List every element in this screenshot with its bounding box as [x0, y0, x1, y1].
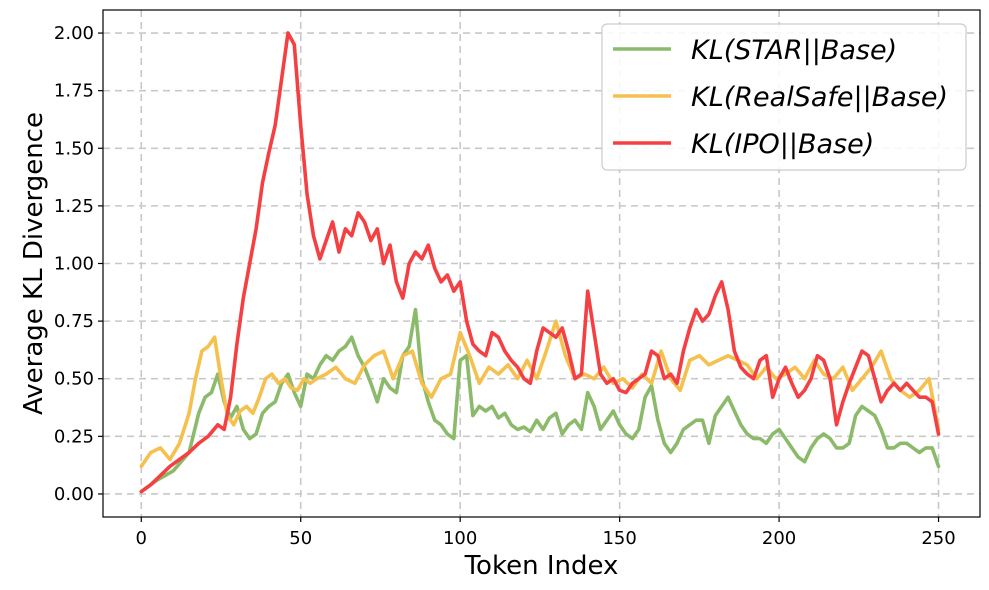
x-tick-label: 150 [602, 528, 636, 549]
y-tick-label: 0.75 [54, 311, 94, 332]
x-tick-label: 50 [289, 528, 312, 549]
x-tick-label: 100 [443, 528, 477, 549]
axis-ticks: 0 50 100 150 200 250 0.00 0.25 0.50 0.75 1.00 1.25 1… [54, 23, 956, 549]
legend: KL(STAR||Base) KL(RealSafe||Base) KL(IPO||… [601, 23, 967, 171]
legend-label: KL(IPO||Base) [691, 129, 874, 160]
y-axis-label: Average KL Divergence [19, 112, 49, 415]
series-layer [139, 31, 941, 494]
x-tick-label: 250 [921, 528, 955, 549]
x-tick-label: 0 [136, 528, 147, 549]
series-line-1 [139, 319, 941, 469]
y-tick-label: 0.50 [54, 369, 94, 390]
legend-label: KL(RealSafe||Base) [691, 82, 948, 113]
y-tick-label: 1.50 [54, 138, 94, 159]
series-line-0 [139, 307, 941, 494]
y-tick-label: 1.75 [54, 81, 94, 102]
x-tick-label: 200 [762, 528, 796, 549]
y-tick-label: 0.00 [54, 484, 94, 505]
legend-label: KL(STAR||Base) [691, 35, 897, 66]
y-tick-label: 0.25 [54, 426, 94, 447]
legend-box [601, 23, 967, 171]
y-tick-label: 2.00 [54, 23, 94, 44]
x-axis-label: Token Index [464, 551, 619, 581]
y-tick-label: 1.00 [54, 254, 94, 275]
series-line-2 [139, 31, 941, 494]
y-tick-label: 1.25 [54, 196, 94, 217]
